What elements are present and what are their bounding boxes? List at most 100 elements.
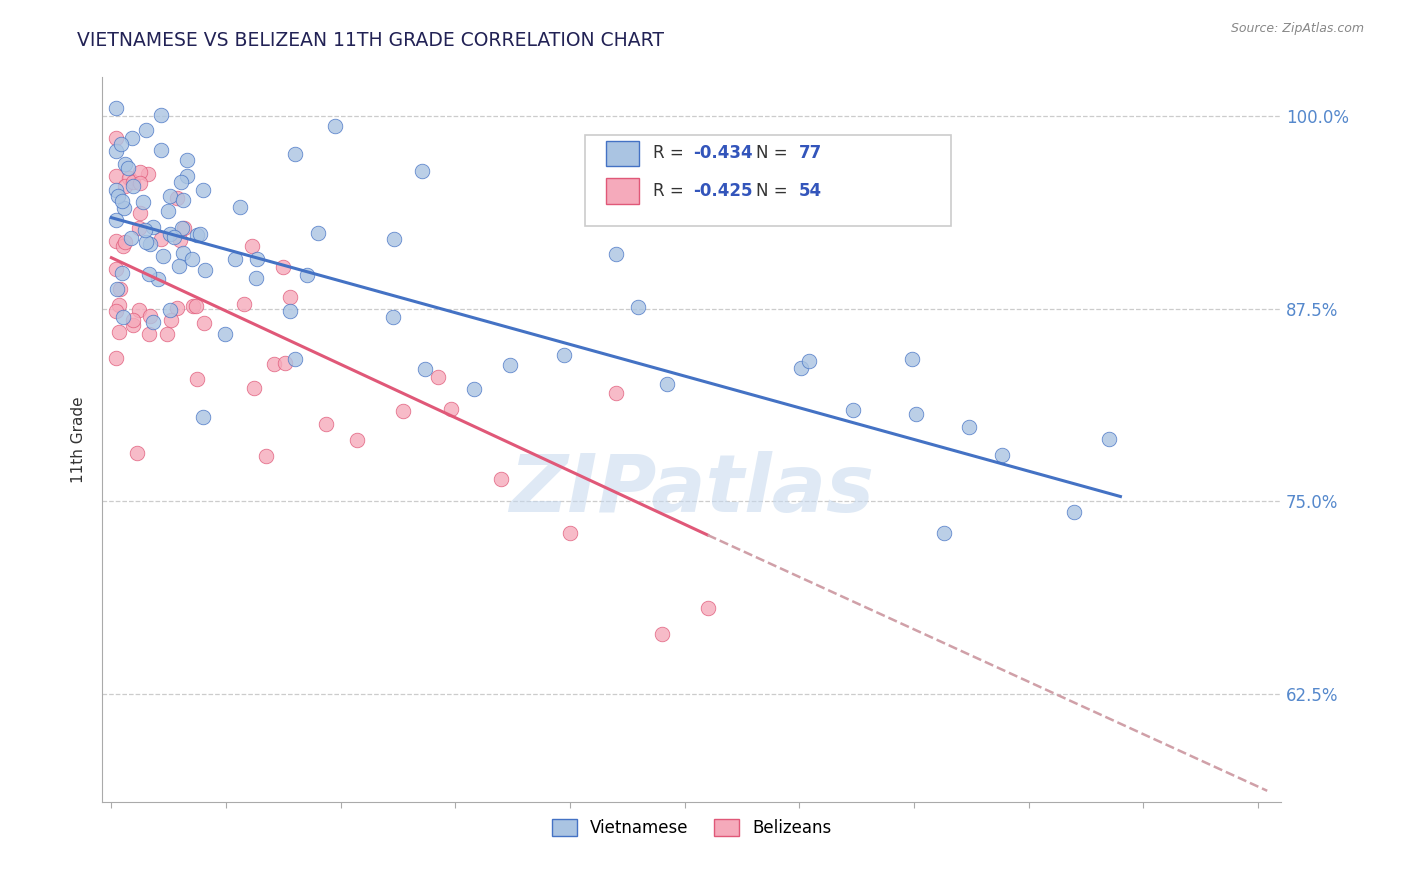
Point <box>186 372 208 386</box>
Point <box>176 153 198 168</box>
Point <box>104 169 127 183</box>
Point <box>271 260 294 274</box>
Point <box>104 303 127 318</box>
Point <box>128 177 150 191</box>
Point <box>104 131 127 145</box>
Point <box>114 179 136 194</box>
Point <box>558 526 581 541</box>
Point <box>170 175 193 189</box>
Point <box>245 271 267 285</box>
Point <box>284 352 307 367</box>
Point <box>991 448 1014 462</box>
Text: N =: N = <box>756 145 793 162</box>
Point <box>141 220 163 235</box>
Point <box>315 417 337 431</box>
Point <box>307 227 329 241</box>
Point <box>156 203 179 218</box>
FancyBboxPatch shape <box>606 178 638 203</box>
Point <box>138 267 160 281</box>
Point <box>111 266 134 280</box>
Point <box>193 316 215 330</box>
Point <box>166 301 188 315</box>
Point <box>118 170 141 185</box>
Point <box>135 235 157 249</box>
Text: 54: 54 <box>799 182 823 200</box>
Point <box>152 249 174 263</box>
FancyBboxPatch shape <box>585 136 950 226</box>
Point <box>122 175 145 189</box>
Point <box>1063 505 1085 519</box>
Text: VIETNAMESE VS BELIZEAN 11TH GRADE CORRELATION CHART: VIETNAMESE VS BELIZEAN 11TH GRADE CORREL… <box>77 31 664 50</box>
Point <box>183 300 205 314</box>
Point <box>790 360 813 375</box>
Point <box>117 161 139 175</box>
Point <box>132 194 155 209</box>
Text: N =: N = <box>756 182 793 200</box>
Point <box>107 189 129 203</box>
Point <box>188 227 211 241</box>
Legend: Vietnamese, Belizeans: Vietnamese, Belizeans <box>546 813 838 844</box>
Point <box>172 193 194 207</box>
Point <box>105 282 128 296</box>
Point <box>114 235 136 250</box>
Point <box>382 232 405 246</box>
Point <box>173 221 195 235</box>
Point <box>156 327 179 342</box>
Point <box>129 165 152 179</box>
Point <box>413 361 436 376</box>
Point <box>159 312 181 326</box>
Point <box>181 252 204 267</box>
Point <box>104 262 127 277</box>
Point <box>138 167 160 181</box>
Text: R =: R = <box>652 182 689 200</box>
Point <box>108 282 131 296</box>
Point <box>114 157 136 171</box>
Point <box>135 123 157 137</box>
Y-axis label: 11th Grade: 11th Grade <box>72 396 86 483</box>
Point <box>159 188 181 202</box>
Point <box>104 144 127 158</box>
Point <box>346 433 368 447</box>
Text: Source: ZipAtlas.com: Source: ZipAtlas.com <box>1230 22 1364 36</box>
Point <box>254 449 277 463</box>
Point <box>901 352 924 367</box>
Point <box>129 206 152 220</box>
Point <box>104 101 127 115</box>
Point <box>278 291 301 305</box>
Point <box>122 179 145 194</box>
Point <box>150 143 173 157</box>
FancyBboxPatch shape <box>606 141 638 166</box>
Point <box>111 310 134 325</box>
Point <box>382 310 405 325</box>
Point <box>280 303 302 318</box>
Point <box>274 356 297 370</box>
Point <box>797 354 820 368</box>
Point <box>172 245 194 260</box>
Point <box>128 303 150 318</box>
Point <box>411 164 433 178</box>
Point <box>263 358 285 372</box>
Point <box>142 315 165 329</box>
Point <box>295 268 318 282</box>
Point <box>104 235 127 249</box>
Point <box>134 222 156 236</box>
Point <box>904 407 927 421</box>
Point <box>842 403 865 417</box>
Point <box>122 318 145 332</box>
Point <box>159 302 181 317</box>
Point <box>655 377 678 392</box>
Point <box>138 236 160 251</box>
Point <box>172 220 194 235</box>
Point <box>491 472 513 486</box>
Point <box>111 194 134 208</box>
Point <box>553 347 575 361</box>
Point <box>104 351 127 365</box>
Point <box>159 227 181 242</box>
Point <box>243 381 266 395</box>
Point <box>176 169 198 183</box>
Text: ZIPatlas: ZIPatlas <box>509 451 875 529</box>
Point <box>111 238 134 252</box>
Point <box>150 108 173 122</box>
Text: -0.434: -0.434 <box>693 145 752 162</box>
Point <box>166 191 188 205</box>
